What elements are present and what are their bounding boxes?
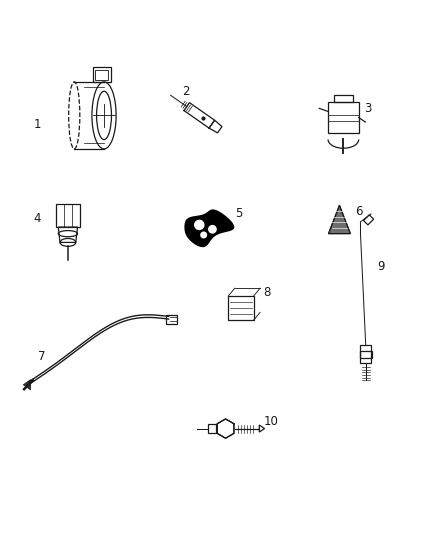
Bar <box>328 102 359 133</box>
Bar <box>228 296 254 320</box>
Text: 2: 2 <box>182 85 190 98</box>
Text: 3: 3 <box>364 102 371 115</box>
Text: 1: 1 <box>33 118 41 131</box>
Circle shape <box>200 231 207 238</box>
Circle shape <box>194 220 205 230</box>
Text: 7: 7 <box>38 350 46 363</box>
Text: 6: 6 <box>355 205 363 218</box>
Bar <box>166 314 177 324</box>
Bar <box>56 204 80 227</box>
Bar <box>93 67 111 82</box>
Bar <box>95 70 109 80</box>
Text: 8: 8 <box>264 286 271 300</box>
Bar <box>334 94 353 102</box>
Polygon shape <box>217 419 234 438</box>
Text: 10: 10 <box>264 416 279 429</box>
Polygon shape <box>23 379 31 390</box>
Circle shape <box>208 225 217 233</box>
Bar <box>360 351 372 359</box>
Text: 9: 9 <box>377 260 385 273</box>
Bar <box>208 424 216 433</box>
Polygon shape <box>184 209 234 247</box>
Text: 5: 5 <box>235 207 242 221</box>
Bar <box>360 345 371 363</box>
Text: 4: 4 <box>33 212 41 225</box>
Polygon shape <box>328 205 350 233</box>
